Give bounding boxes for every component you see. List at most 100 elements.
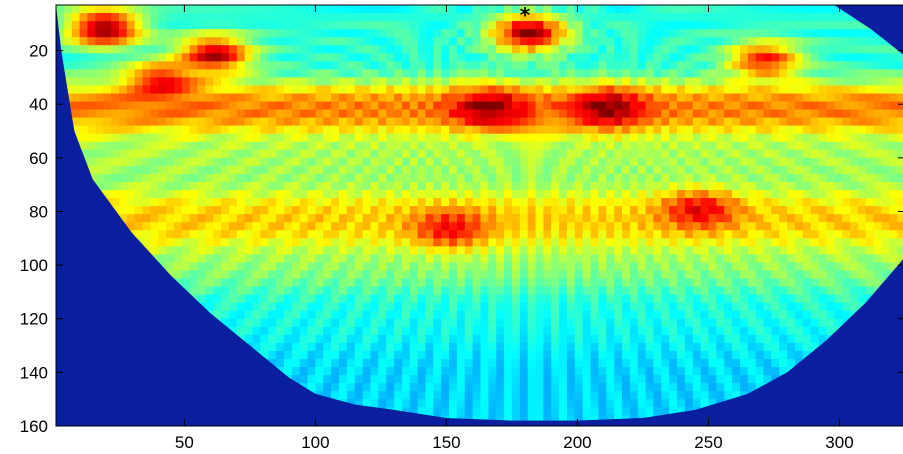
heatmap-cell — [433, 69, 442, 78]
heatmap-cell — [111, 53, 120, 62]
heatmap-cell — [142, 125, 151, 135]
heatmap-cell — [889, 214, 898, 223]
heatmap-cell — [645, 294, 655, 304]
heatmap-cell — [842, 157, 851, 167]
heatmap-cell — [166, 238, 175, 247]
heatmap-cell — [386, 238, 395, 247]
heatmap-cell — [732, 342, 741, 352]
heatmap-cell — [614, 13, 623, 22]
heatmap-cell — [126, 157, 136, 167]
heatmap-cell — [598, 29, 607, 38]
heatmap-cell — [684, 350, 694, 360]
heatmap-cell — [221, 133, 230, 143]
heatmap-cell — [394, 133, 403, 143]
heatmap-cell — [464, 367, 474, 376]
heatmap-cell — [370, 5, 379, 14]
heatmap-cell — [582, 173, 592, 183]
heatmap-cell — [881, 77, 890, 87]
heatmap-cell — [370, 342, 379, 352]
heatmap-cell — [802, 254, 812, 264]
heatmap-cell — [645, 254, 655, 264]
heatmap-cell — [173, 206, 183, 215]
heatmap-cell — [456, 350, 466, 360]
heatmap-cell — [236, 101, 246, 111]
heatmap-cell — [629, 367, 639, 376]
heatmap-cell — [433, 37, 442, 46]
heatmap-cell — [299, 246, 309, 255]
heatmap-cell — [488, 157, 497, 167]
heatmap-cell — [543, 326, 552, 336]
heatmap-cell — [669, 334, 678, 344]
heatmap-cell — [276, 358, 285, 368]
heatmap-cell — [897, 254, 903, 264]
heatmap-cell — [291, 109, 301, 119]
heatmap-cell — [386, 117, 395, 127]
heatmap-cell — [323, 53, 332, 62]
heatmap-cell — [236, 190, 246, 199]
heatmap-cell — [684, 45, 694, 54]
heatmap-cell — [441, 125, 450, 135]
heatmap-cell — [315, 326, 324, 336]
heatmap-cell — [456, 181, 466, 191]
heatmap-cell — [189, 45, 199, 54]
heatmap-cell — [260, 198, 269, 207]
heatmap-cell — [339, 246, 348, 255]
heatmap-cell — [299, 141, 309, 151]
heatmap-cell — [598, 318, 607, 328]
heatmap-cell — [409, 254, 419, 264]
heatmap-cell — [378, 262, 387, 272]
heatmap-cell — [488, 278, 497, 288]
heatmap-cell — [472, 181, 482, 191]
heatmap-cell — [323, 5, 332, 14]
heatmap-cell — [276, 326, 285, 336]
heatmap-cell — [126, 93, 136, 103]
heatmap-cell — [834, 302, 843, 312]
heatmap-cell — [802, 93, 812, 103]
heatmap-cell — [747, 302, 757, 312]
heatmap-cell — [339, 93, 348, 103]
heatmap-cell — [818, 254, 827, 264]
heatmap-cell — [323, 141, 332, 151]
heatmap-cell — [771, 238, 780, 247]
heatmap-cell — [260, 254, 269, 264]
heatmap-cell — [708, 326, 717, 336]
heatmap-cell — [511, 198, 521, 207]
heatmap-cell — [417, 358, 427, 368]
heatmap-cell — [818, 181, 827, 191]
heatmap-cell — [653, 29, 662, 38]
heatmap-cell — [629, 302, 639, 312]
heatmap-cell — [566, 5, 576, 14]
heatmap-cell — [684, 109, 694, 119]
heatmap-cell — [268, 270, 277, 280]
heatmap-cell — [551, 326, 560, 336]
heatmap-cell — [221, 278, 230, 288]
heatmap-cell — [134, 69, 144, 78]
heatmap-cell — [150, 149, 159, 159]
heatmap-cell — [307, 141, 317, 151]
heatmap-cell — [496, 246, 505, 255]
heatmap-cell — [834, 125, 843, 135]
heatmap-cell — [362, 77, 372, 87]
heatmap-cell — [166, 149, 175, 159]
heatmap-cell — [614, 254, 623, 264]
heatmap-cell — [826, 173, 835, 183]
heatmap-cell — [794, 254, 804, 264]
heatmap-cell — [252, 69, 261, 78]
heatmap-cell — [221, 13, 230, 22]
heatmap-cell — [221, 37, 230, 46]
heatmap-cell — [661, 5, 670, 14]
heatmap-cell — [504, 149, 513, 159]
heatmap-cell — [291, 165, 301, 175]
heatmap-cell — [771, 358, 780, 368]
heatmap-cell — [771, 246, 780, 255]
heatmap-cell — [504, 206, 513, 215]
heatmap-cell — [464, 21, 474, 30]
heatmap-cell — [787, 101, 796, 111]
heatmap-cell — [669, 37, 678, 46]
heatmap-cell — [488, 133, 497, 143]
heatmap-cell — [401, 254, 411, 264]
heatmap-cell — [802, 302, 812, 312]
heatmap-cell — [425, 61, 434, 70]
heatmap-cell — [87, 117, 96, 127]
heatmap-cell — [747, 109, 757, 119]
